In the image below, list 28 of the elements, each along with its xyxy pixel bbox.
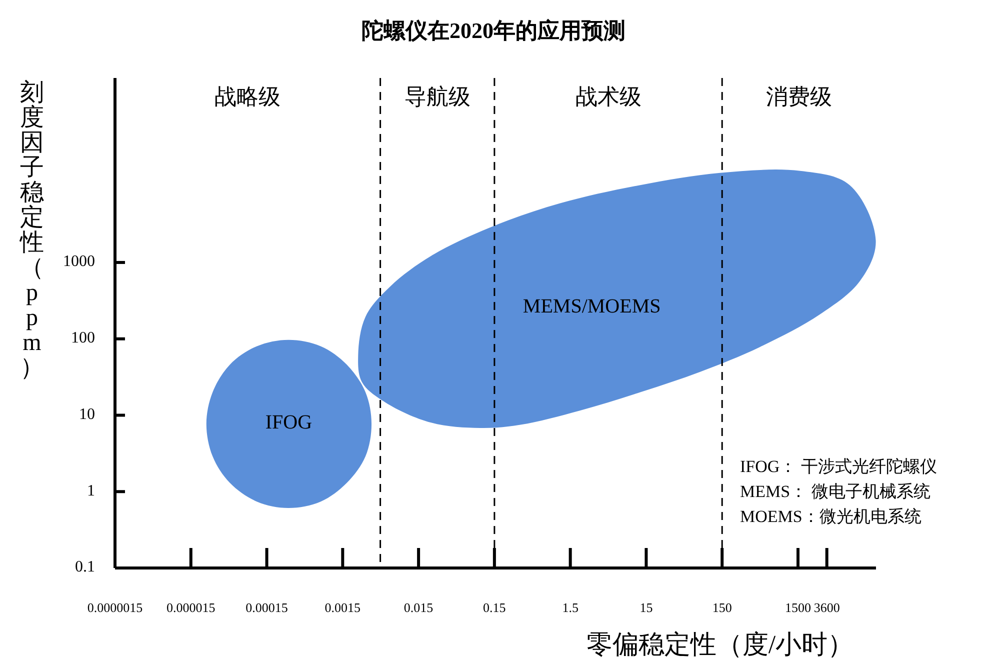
y-tick-label: 1000 [63, 253, 95, 270]
annotation: 消费级 [766, 84, 832, 109]
x-tick-label: 1.5 [562, 600, 578, 615]
annotation: IFOG： 干涉式光纤陀螺仪 [740, 457, 937, 476]
annotation: 战术级 [575, 84, 642, 109]
x-tick-label: 0.15 [483, 600, 506, 615]
y-tick-label: 10 [79, 406, 95, 423]
y-tick-label: 100 [71, 330, 95, 347]
annotation: 战略级 [214, 84, 281, 109]
chart-title: 陀螺仪在2020年的应用预测 [362, 18, 626, 43]
series-label: IFOG [265, 412, 312, 434]
annotation: MEMS： 微电子机械系统 [740, 482, 930, 501]
x-tick-label: 1500 [784, 600, 811, 615]
x-tick-label: 150 [712, 600, 732, 615]
x-axis-title: 零偏稳定性（度/小时） [586, 630, 854, 659]
text: 刻度因子稳定性（ppm） [20, 80, 44, 381]
x-tick-label: 15 [640, 600, 653, 615]
x-tick-label: 0.000015 [166, 600, 216, 615]
x-tick-label: 3600 [814, 600, 840, 615]
x-tick-label: 0.0000015 [87, 600, 143, 615]
x-tick-label: 0.0015 [324, 600, 361, 615]
y-tick-label: 0.1 [75, 558, 95, 576]
x-tick-label: 0.00015 [246, 600, 288, 615]
series-label: MEMS/MOEMS [522, 296, 661, 318]
x-tick-label: 0.015 [404, 600, 434, 615]
annotation: 导航级 [404, 84, 470, 109]
y-tick-label: 1 [87, 482, 95, 500]
annotation: MOEMS：微光机电系统 [740, 507, 922, 526]
